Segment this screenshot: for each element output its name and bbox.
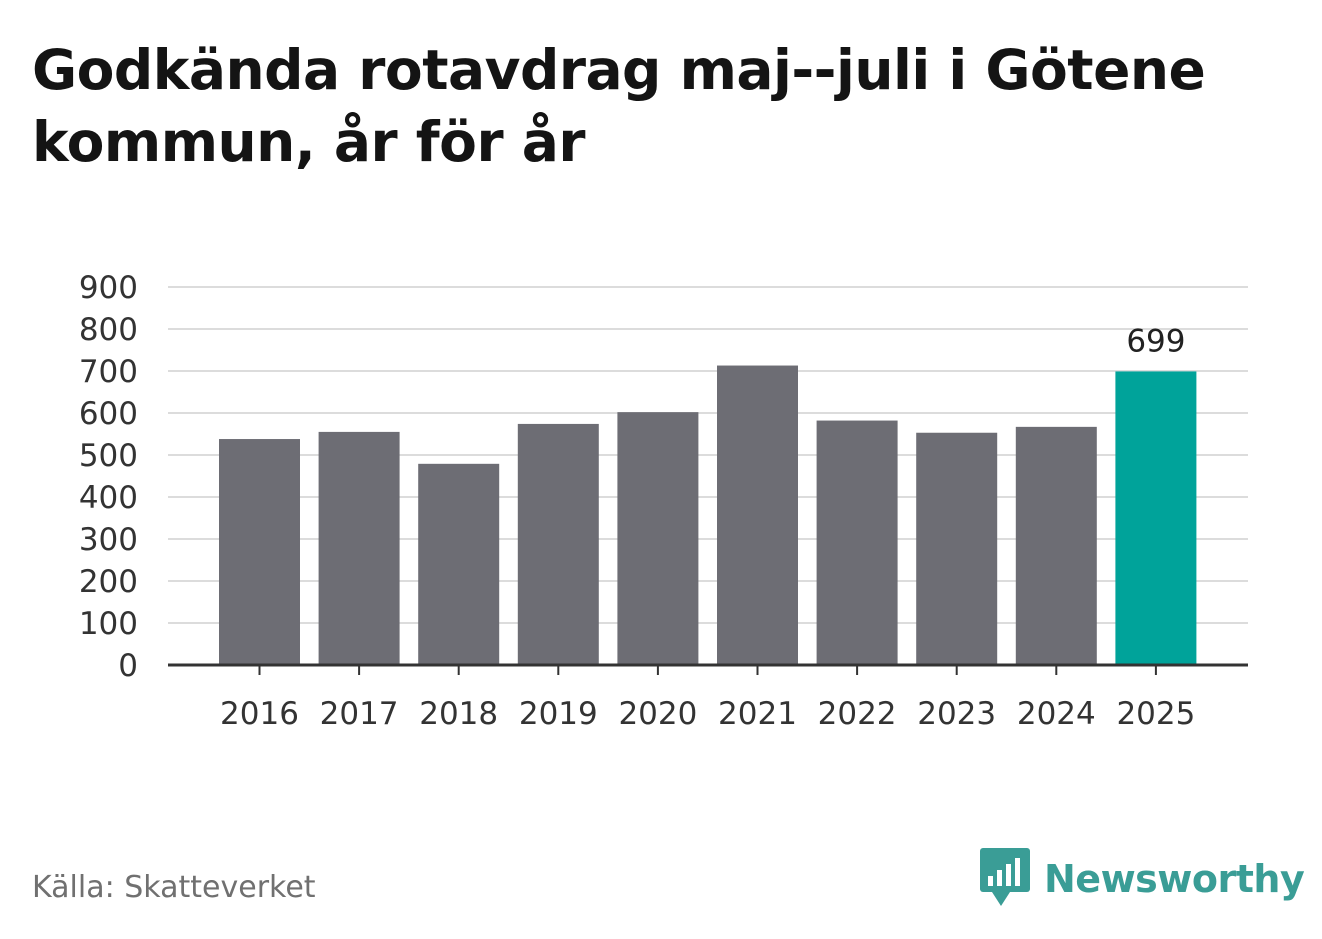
x-tick-label: 2016 — [220, 696, 299, 732]
bar-2025 — [1115, 371, 1197, 665]
x-tick-label: 2021 — [718, 696, 797, 732]
bar-2023 — [916, 432, 998, 665]
x-tick-label: 2019 — [519, 696, 598, 732]
y-tick-label: 300 — [79, 522, 138, 558]
data-labels: 699 — [1126, 323, 1185, 359]
bar-2018 — [418, 463, 500, 665]
brand-name: Newsworthy — [1044, 857, 1305, 901]
y-tick-label: 600 — [79, 396, 138, 432]
x-tick-label: 2017 — [320, 696, 399, 732]
x-tick-label: 2025 — [1116, 696, 1195, 732]
bars — [219, 365, 1197, 665]
x-tick-label: 2020 — [618, 696, 697, 732]
bar-2019 — [517, 423, 599, 665]
brand-logo: Newsworthy — [980, 848, 1305, 910]
y-tick-label: 500 — [79, 438, 138, 474]
y-tick-label: 800 — [79, 312, 138, 348]
bar-2020 — [617, 412, 699, 665]
x-tick-label: 2022 — [818, 696, 897, 732]
data-label: 699 — [1126, 323, 1185, 359]
x-tick-label: 2024 — [1017, 696, 1096, 732]
y-tick-label: 700 — [79, 354, 138, 390]
y-tick-label: 200 — [79, 564, 138, 600]
bar-2016 — [219, 439, 300, 665]
y-tick-label: 900 — [79, 270, 138, 306]
bar-2021 — [717, 365, 798, 665]
newsworthy-logo-icon — [980, 848, 1030, 906]
bar-2022 — [816, 420, 898, 665]
y-tick-label: 0 — [118, 648, 138, 684]
x-axis-tick-labels: 2016 2017 2018 2019 2020 2021 2022 2023 2024 2025 — [220, 665, 1195, 732]
x-tick-label: 2018 — [419, 696, 498, 732]
y-axis-tick-labels: 0 100 200 300 400 500 600 700 800 900 — [79, 270, 138, 684]
y-tick-label: 100 — [79, 606, 138, 642]
x-tick-label: 2023 — [917, 696, 996, 732]
bar-2017 — [318, 431, 400, 665]
bar-2024 — [1015, 426, 1097, 665]
y-tick-label: 400 — [79, 480, 138, 516]
source-text: Källa: Skatteverket — [32, 870, 316, 905]
chart-title: Godkända rotavdrag maj--juli i Götene ko… — [32, 38, 1206, 174]
